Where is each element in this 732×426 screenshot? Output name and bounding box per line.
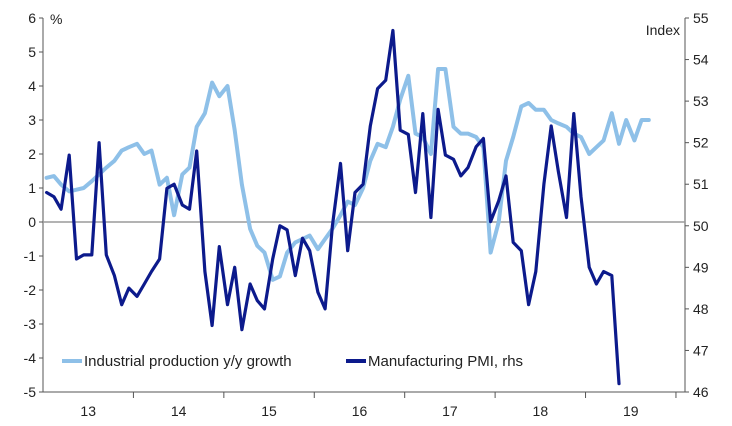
left-tick-label: -3 bbox=[24, 316, 37, 332]
left-tick-label: -5 bbox=[24, 384, 37, 400]
x-tick-label: 17 bbox=[442, 403, 458, 419]
right-tick-label: 47 bbox=[693, 342, 709, 358]
right-axis-unit: Index bbox=[646, 22, 680, 38]
left-tick-label: -1 bbox=[24, 248, 37, 264]
right-tick-label: 50 bbox=[693, 218, 709, 234]
left-tick-label: -2 bbox=[24, 282, 37, 298]
left-axis-unit: % bbox=[50, 11, 62, 27]
series-layer bbox=[44, 28, 651, 386]
series-line-industrial-production bbox=[44, 67, 651, 282]
right-tick-label: 49 bbox=[693, 259, 709, 275]
right-tick-label: 54 bbox=[693, 52, 709, 68]
legend-label-industrial: Industrial production y/y growth bbox=[84, 353, 292, 370]
x-tick-label: 18 bbox=[533, 403, 549, 419]
right-axis: 55 54 53 52 51 50 49 48 47 46 bbox=[685, 10, 709, 400]
left-tick-label: 3 bbox=[28, 112, 36, 128]
left-tick-label: 0 bbox=[28, 214, 36, 230]
x-tick-label: 16 bbox=[352, 403, 368, 419]
left-tick-label: 5 bbox=[28, 44, 36, 60]
legend-label-pmi: Manufacturing PMI, rhs bbox=[368, 353, 523, 370]
right-tick-label: 53 bbox=[693, 93, 709, 109]
left-tick-label: 1 bbox=[28, 180, 36, 196]
x-tick-label: 13 bbox=[80, 403, 96, 419]
left-tick-label: 4 bbox=[28, 78, 36, 94]
left-tick-label: 6 bbox=[28, 10, 36, 26]
legend: Industrial production y/y growth Manufac… bbox=[62, 353, 523, 370]
right-tick-label: 46 bbox=[693, 384, 709, 400]
left-axis: 6 5 4 3 2 1 0 -1 -2 -3 -4 -5 bbox=[24, 10, 43, 400]
left-tick-label: 2 bbox=[28, 146, 36, 162]
x-tick-label: 14 bbox=[171, 403, 187, 419]
x-axis: 13 14 15 16 17 18 19 bbox=[80, 392, 677, 419]
x-tick-label: 19 bbox=[623, 403, 639, 419]
right-tick-label: 52 bbox=[693, 135, 709, 151]
right-tick-label: 55 bbox=[693, 10, 709, 26]
left-tick-label: -4 bbox=[24, 350, 37, 366]
right-tick-label: 51 bbox=[693, 176, 709, 192]
x-tick-label: 15 bbox=[261, 403, 277, 419]
right-tick-label: 48 bbox=[693, 301, 709, 317]
series-line-manufacturing-pmi bbox=[44, 28, 621, 386]
chart-frame bbox=[42, 18, 686, 393]
